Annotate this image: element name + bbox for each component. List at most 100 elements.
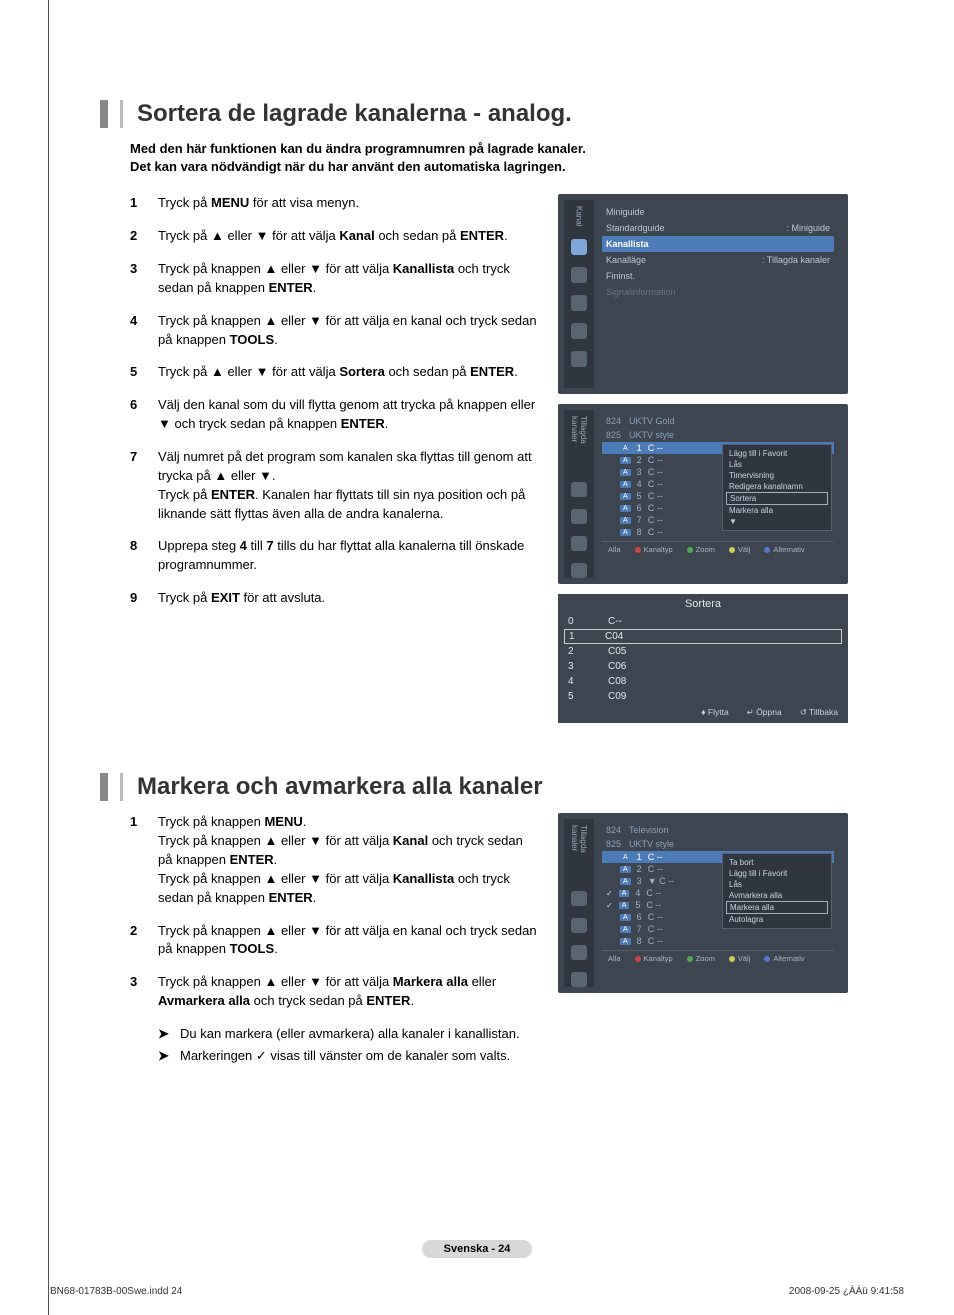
channel-badge: A xyxy=(620,493,631,500)
osd-channel-list-2: Tillagda kanaler 824Television825UKTV st… xyxy=(558,813,848,993)
channel-num: 7 xyxy=(637,924,642,934)
list-header: 825UKTV style xyxy=(602,428,834,442)
context-menu-item[interactable]: Markera alla xyxy=(726,505,828,516)
sort-index: 1 xyxy=(569,631,605,642)
context-menu-item[interactable]: Lägg till i Favorit xyxy=(726,448,828,459)
step-number: 4 xyxy=(130,312,158,350)
section1-steps: 1Tryck på MENU för att visa menyn.2Tryck… xyxy=(130,194,540,723)
context-menu-item[interactable]: Avmarkera alla xyxy=(726,890,828,901)
channel-name: C -- xyxy=(648,912,663,922)
channel-name: C -- xyxy=(648,479,663,489)
sort-index: 2 xyxy=(568,646,608,657)
footer-hint: Zoom xyxy=(687,545,715,554)
fav-icon xyxy=(571,509,587,524)
channel-badge: A xyxy=(620,914,631,921)
channel-name: C -- xyxy=(648,936,663,946)
step-number: 1 xyxy=(130,813,158,907)
osd-menu-item[interactable]: Standardguide: Miniguide xyxy=(602,220,834,236)
osd-menu-item[interactable]: Kanallista xyxy=(602,236,834,252)
context-menu-item[interactable]: Ta bort xyxy=(726,857,828,868)
lock-icon xyxy=(571,945,587,960)
channel-name: C -- xyxy=(648,527,663,537)
osd-sort-title: Sortera xyxy=(558,594,848,614)
section2-header: Markera och avmarkera alla kanaler xyxy=(100,773,904,801)
section2-title: Markera och avmarkera alla kanaler xyxy=(137,773,543,800)
note-text: Du kan markera (eller avmarkera) alla ka… xyxy=(180,1025,520,1043)
osd-channel-list-1: Tillagda kanaler 824UKTV Gold825UKTV sty… xyxy=(558,404,848,584)
section2-steps: 1Tryck på knappen MENU.Tryck på knappen … xyxy=(130,813,540,1065)
context-menu-item[interactable]: Sortera xyxy=(726,492,828,505)
context-menu-item[interactable]: Autolagra xyxy=(726,914,828,925)
osd-menu-item[interactable]: Kanalläge: Tillagda kanaler xyxy=(602,252,834,268)
channel-badge: A xyxy=(620,866,631,873)
osd-menu-item[interactable]: Signalinformation xyxy=(602,284,834,300)
menu-item-label: Fininst. xyxy=(606,271,635,281)
section2-content: 1Tryck på knappen MENU.Tryck på knappen … xyxy=(130,813,904,1065)
step: 1Tryck på knappen MENU.Tryck på knappen … xyxy=(130,813,540,907)
osd-sort: Sortera 0C--1C042C053C064C085C09 ♦ Flytt… xyxy=(558,594,848,723)
step: 7Välj numret på det program som kanalen … xyxy=(130,448,540,523)
sort-row[interactable]: 4C08 xyxy=(558,674,848,689)
all-icon xyxy=(571,891,587,906)
print-footer: BN68-01783B-00Swe.indd 24 2008-09-25 ¿ÀÀ… xyxy=(50,1286,904,1297)
context-menu-item[interactable]: Timervisning xyxy=(726,470,828,481)
footer-hint: Välj xyxy=(729,545,751,554)
step-text: Välj den kanal som du vill flytta genom … xyxy=(158,396,540,434)
sort-row[interactable]: 1C04 xyxy=(564,629,842,644)
step-text: Tryck på ▲ eller ▼ för att välja Kanal o… xyxy=(158,227,540,246)
context-menu-item[interactable]: ▼ xyxy=(726,516,828,527)
osd-menu-item[interactable]: Miniguide xyxy=(602,204,834,220)
channel-row[interactable]: A8C -- xyxy=(602,935,834,947)
channel-num: 4 xyxy=(635,888,640,898)
sidebar-label: Kanal xyxy=(575,206,584,226)
list-header: 824Television xyxy=(602,823,834,837)
input-icon xyxy=(571,351,587,367)
context-menu: Lägg till i FavoritLåsTimervisningRedige… xyxy=(722,444,832,531)
context-menu-item[interactable]: Lås xyxy=(726,459,828,470)
timer-icon xyxy=(571,563,587,578)
channel-badge: A xyxy=(620,481,631,488)
channel-num: 8 xyxy=(637,936,642,946)
context-menu-item[interactable]: Markera alla xyxy=(726,901,828,914)
channel-name: C -- xyxy=(648,924,663,934)
menu-item-label: Signalinformation xyxy=(606,287,676,297)
osd-sort-footer: ♦ Flytta↵ Öppna↺ Tillbaka xyxy=(558,704,848,721)
osd-menu-item[interactable]: Fininst. xyxy=(602,268,834,284)
step-text: Tryck på knappen ▲ eller ▼ för att välja… xyxy=(158,922,540,960)
section1-intro: Med den här funktionen kan du ändra prog… xyxy=(130,140,904,176)
list-header: 824UKTV Gold xyxy=(602,414,834,428)
step-number: 2 xyxy=(130,227,158,246)
section1-content: 1Tryck på MENU för att visa menyn.2Tryck… xyxy=(130,194,904,723)
sort-row[interactable]: 0C-- xyxy=(558,614,848,629)
context-menu-item[interactable]: Lås xyxy=(726,879,828,890)
sort-value: C-- xyxy=(608,616,622,627)
page: Sortera de lagrade kanalerna - analog. M… xyxy=(0,0,954,1105)
channel-num: 6 xyxy=(637,503,642,513)
footer-hint: Kanaltyp xyxy=(635,545,673,554)
sort-row[interactable]: 5C09 xyxy=(558,689,848,704)
channel-num: 8 xyxy=(637,527,642,537)
channel-badge: A xyxy=(620,926,631,933)
menu-item-label: Kanallista xyxy=(606,239,649,249)
channel-name: C -- xyxy=(648,467,663,477)
sub-note: ➤Du kan markera (eller avmarkera) alla k… xyxy=(158,1025,540,1043)
note-arrow-icon: ➤ xyxy=(158,1047,180,1065)
step: 9Tryck på EXIT för att avsluta. xyxy=(130,589,540,608)
title-suffix: . xyxy=(565,100,572,127)
step-text: Tryck på knappen ▲ eller ▼ för att välja… xyxy=(158,312,540,350)
step: 6Välj den kanal som du vill flytta genom… xyxy=(130,396,540,434)
channel-badge: A xyxy=(619,902,630,909)
sort-row[interactable]: 2C05 xyxy=(558,644,848,659)
channel-name: ▼ C -- xyxy=(648,876,674,886)
step: 2Tryck på ▲ eller ▼ för att välja Kanal … xyxy=(130,227,540,246)
step-number: 1 xyxy=(130,194,158,213)
step-number: 9 xyxy=(130,589,158,608)
sort-value: C05 xyxy=(608,646,626,657)
step-number: 8 xyxy=(130,537,158,575)
context-menu-item[interactable]: Lägg till i Favorit xyxy=(726,868,828,879)
sort-value: C08 xyxy=(608,676,626,687)
context-menu-item[interactable]: Redigera kanalnamn xyxy=(726,481,828,492)
all-icon xyxy=(571,482,587,497)
list-header: 825UKTV style xyxy=(602,837,834,851)
sort-row[interactable]: 3C06 xyxy=(558,659,848,674)
